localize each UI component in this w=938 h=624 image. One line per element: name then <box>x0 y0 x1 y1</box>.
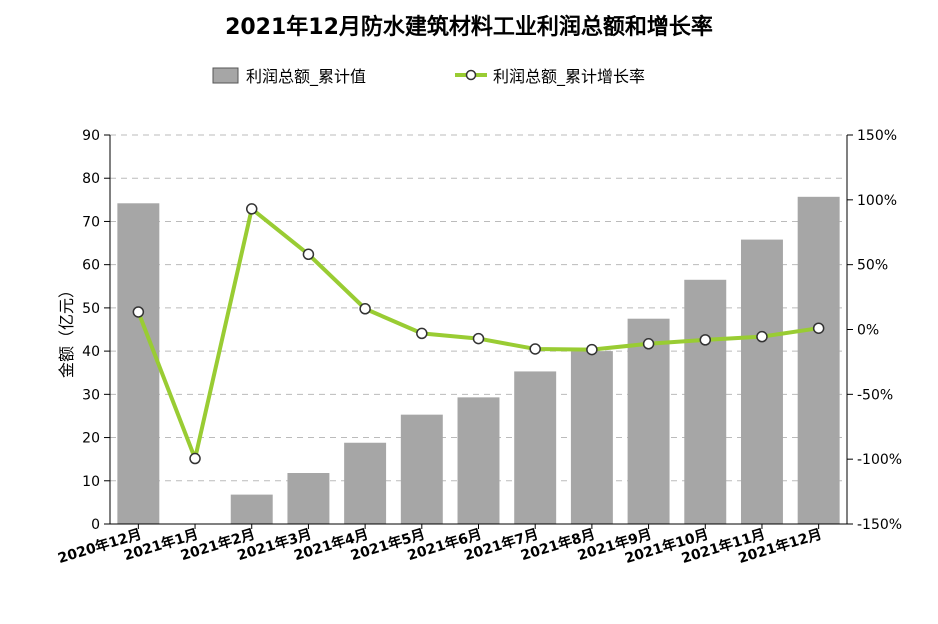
bar <box>117 203 160 524</box>
bar <box>684 279 727 524</box>
y-tick-label: 30 <box>82 387 100 403</box>
bar <box>740 239 783 524</box>
y2-tick-label: 50% <box>857 258 888 274</box>
legend-swatch-bar <box>212 67 239 84</box>
y2-tick-label: -100% <box>857 452 902 468</box>
y-tick-label: 70 <box>82 214 100 230</box>
line-point <box>642 338 655 350</box>
line-point <box>756 330 768 343</box>
legend-label-bar: 利润总额_累计值 <box>246 67 366 87</box>
y-axis-ticks: 0 10 20 30 40 50 60 70 80 90 <box>82 128 110 533</box>
bar <box>457 397 500 524</box>
chart-title: 2021年12月防水建筑材料工业利润总额和增长率 <box>225 14 713 40</box>
line-point <box>586 343 598 356</box>
y-tick-label: 90 <box>82 128 100 144</box>
bar <box>230 494 273 524</box>
y2-tick-label: -50% <box>857 387 893 403</box>
line-point <box>245 203 258 215</box>
y-tick-label: 50 <box>82 301 100 317</box>
line-point <box>699 334 712 346</box>
legend: 利润总额_累计值 利润总额_累计增长率 <box>212 67 645 87</box>
y-tick-label: 40 <box>82 344 100 360</box>
x-axis-ticks: 2020年12月2021年1月2021年2月2021年3月2021年4月2021… <box>56 524 824 567</box>
y2-tick-label: 0% <box>857 323 879 339</box>
line-point <box>812 322 825 334</box>
y-tick-label: 60 <box>82 258 100 274</box>
legend-swatch-marker <box>465 69 477 81</box>
y-axis-title: 金额（亿元） <box>57 282 76 378</box>
line-point <box>189 452 201 465</box>
y-tick-label: 20 <box>82 431 100 447</box>
y2-axis-ticks: -150% -100% -50% 0% 50% 100% 150% <box>847 128 902 533</box>
y2-tick-label: 150% <box>857 128 897 144</box>
y-tick-label: 80 <box>82 171 100 187</box>
y2-tick-label: -150% <box>857 517 902 533</box>
line-point <box>529 343 541 355</box>
legend-label-line: 利润总额_累计增长率 <box>493 67 645 87</box>
bar <box>570 351 613 524</box>
line-point <box>302 248 315 261</box>
line-point <box>359 303 371 315</box>
line-series <box>132 203 825 465</box>
bar-series <box>117 196 840 524</box>
line-point <box>416 327 428 340</box>
y2-tick-label: 100% <box>857 193 897 209</box>
bar <box>797 196 840 524</box>
bar <box>287 472 330 524</box>
y-tick-label: 0 <box>91 517 100 533</box>
bar <box>344 442 387 524</box>
y-tick-label: 10 <box>82 474 100 490</box>
bar <box>400 414 443 524</box>
bar <box>514 371 557 524</box>
line-point <box>132 306 145 318</box>
bar <box>627 318 670 524</box>
line-point <box>472 332 485 345</box>
